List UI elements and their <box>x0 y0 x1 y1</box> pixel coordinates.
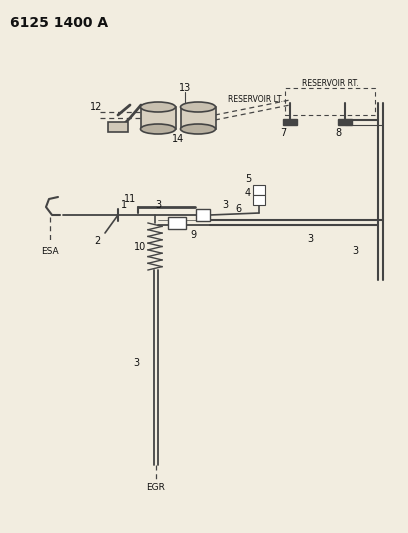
Ellipse shape <box>140 124 175 134</box>
Bar <box>253 185 265 195</box>
Text: 11: 11 <box>124 194 136 204</box>
Text: RESERVOIR RT.: RESERVOIR RT. <box>302 79 358 88</box>
Text: 6: 6 <box>235 204 241 214</box>
Bar <box>141 107 176 129</box>
Text: 3: 3 <box>155 200 161 210</box>
Text: 8: 8 <box>335 128 341 138</box>
Bar <box>338 119 352 125</box>
Text: ESA: ESA <box>41 246 59 255</box>
Text: 7: 7 <box>280 128 286 138</box>
Text: 12: 12 <box>90 102 102 112</box>
Text: 3: 3 <box>307 234 313 244</box>
Text: 2: 2 <box>94 236 100 246</box>
Text: 10: 10 <box>134 241 146 252</box>
Text: 3: 3 <box>352 246 358 256</box>
Text: RESERVOIR LT.: RESERVOIR LT. <box>228 95 282 104</box>
Text: 4: 4 <box>245 188 251 198</box>
Bar <box>168 217 186 229</box>
Bar <box>108 122 128 132</box>
Text: EGR: EGR <box>146 482 165 491</box>
Ellipse shape <box>140 102 175 112</box>
Bar <box>181 107 216 129</box>
Text: 5: 5 <box>245 174 251 184</box>
Text: 3: 3 <box>222 200 228 210</box>
Bar <box>283 119 297 125</box>
Text: 1: 1 <box>121 200 127 210</box>
Bar <box>253 195 265 205</box>
Ellipse shape <box>180 102 215 112</box>
Text: 9: 9 <box>190 230 196 240</box>
Text: 3: 3 <box>133 358 139 368</box>
Text: 6125 1400 A: 6125 1400 A <box>10 16 108 30</box>
Bar <box>196 209 210 221</box>
Text: 14: 14 <box>172 134 184 144</box>
Ellipse shape <box>180 124 215 134</box>
Text: 13: 13 <box>179 83 191 93</box>
